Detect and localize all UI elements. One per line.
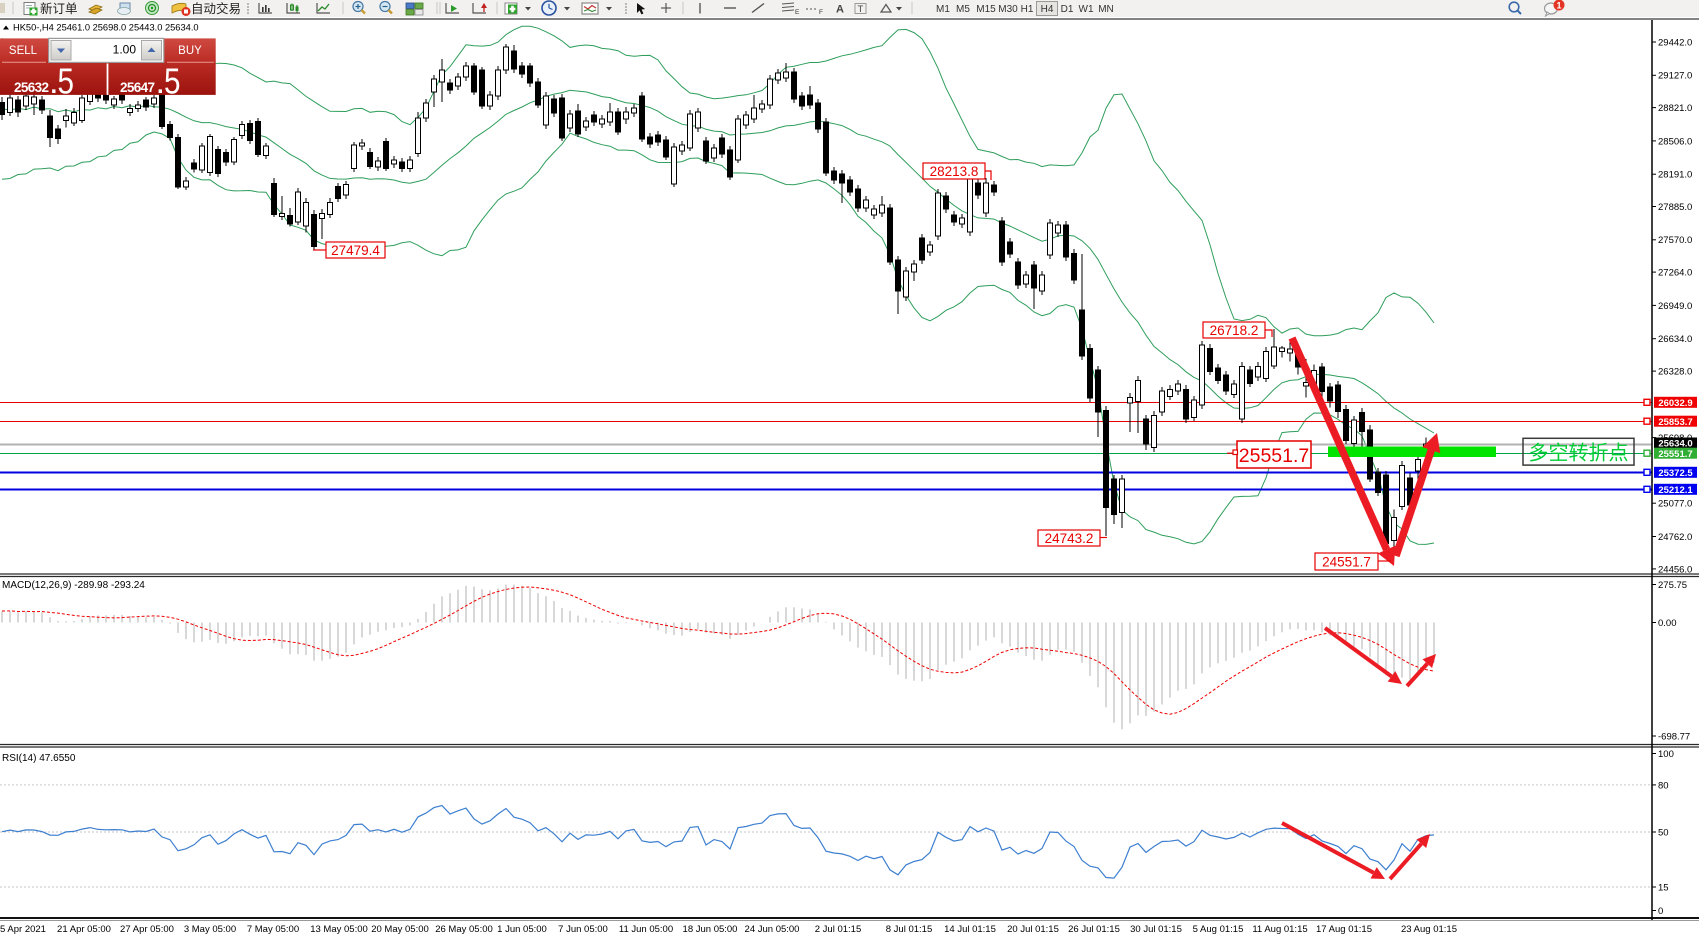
svg-text:M5: M5 — [956, 4, 970, 15]
svg-text:27885.0: 27885.0 — [1658, 202, 1692, 213]
svg-text:100: 100 — [1658, 749, 1674, 760]
svg-text:8 Jul 01:15: 8 Jul 01:15 — [886, 924, 932, 935]
svg-text:24762.0: 24762.0 — [1658, 532, 1692, 543]
svg-text:.: . — [157, 72, 164, 99]
svg-text:26949.0: 26949.0 — [1658, 301, 1692, 312]
svg-text:5 Aug 01:15: 5 Aug 01:15 — [1193, 924, 1244, 935]
svg-text:25634.0: 25634.0 — [1658, 439, 1692, 450]
svg-text:26032.9: 26032.9 — [1658, 398, 1692, 409]
svg-text:E: E — [795, 9, 800, 16]
svg-text:多空转折点: 多空转折点 — [1529, 442, 1629, 465]
svg-text:MACD(12,26,9) -289.98 -293.24: MACD(12,26,9) -289.98 -293.24 — [2, 580, 145, 591]
svg-text:27479.4: 27479.4 — [331, 243, 380, 258]
svg-text:H4: H4 — [1041, 4, 1054, 15]
svg-text:5: 5 — [164, 61, 181, 102]
svg-text:25077.0: 25077.0 — [1658, 499, 1692, 510]
svg-text:5: 5 — [58, 61, 75, 102]
svg-text:HK50-,H4 25461.0 25698.0 2544: HK50-,H4 25461.0 25698.0 25443.0 25634.0 — [13, 23, 199, 33]
svg-text:.: . — [51, 72, 58, 99]
svg-text:F: F — [819, 9, 823, 16]
svg-text:1 Jun 05:00: 1 Jun 05:00 — [497, 924, 547, 935]
svg-text:18 Jun 05:00: 18 Jun 05:00 — [683, 924, 738, 935]
svg-text:W1: W1 — [1079, 4, 1094, 15]
svg-text:26718.2: 26718.2 — [1210, 323, 1259, 338]
svg-text:7 May 05:00: 7 May 05:00 — [247, 924, 299, 935]
svg-text:T: T — [858, 4, 864, 15]
svg-text:27570.0: 27570.0 — [1658, 235, 1692, 246]
svg-text:RSI(14) 47.6550: RSI(14) 47.6550 — [2, 753, 76, 764]
svg-text:25853.7: 25853.7 — [1658, 417, 1692, 428]
svg-text:A: A — [836, 4, 844, 16]
svg-text:28506.0: 28506.0 — [1658, 136, 1692, 147]
svg-text:30 Jul 01:15: 30 Jul 01:15 — [1130, 924, 1182, 935]
svg-text:25632: 25632 — [14, 80, 49, 95]
svg-text:26 Jul 01:15: 26 Jul 01:15 — [1068, 924, 1120, 935]
svg-text:24 Jun 05:00: 24 Jun 05:00 — [745, 924, 800, 935]
svg-text:5 Apr 2021: 5 Apr 2021 — [0, 924, 46, 935]
svg-text:27264.0: 27264.0 — [1658, 268, 1692, 279]
svg-text:14 Jul 01:15: 14 Jul 01:15 — [944, 924, 996, 935]
svg-text:25372.5: 25372.5 — [1658, 468, 1693, 479]
svg-text:3 May 05:00: 3 May 05:00 — [184, 924, 236, 935]
svg-text:26634.0: 26634.0 — [1658, 334, 1692, 345]
svg-text:0.00: 0.00 — [1658, 618, 1677, 629]
svg-text:50: 50 — [1658, 827, 1669, 838]
svg-text:26 May 05:00: 26 May 05:00 — [435, 924, 493, 935]
svg-text:21 Apr 05:00: 21 Apr 05:00 — [57, 924, 111, 935]
svg-text:自动交易: 自动交易 — [191, 1, 241, 16]
svg-text:275.75: 275.75 — [1658, 580, 1687, 591]
svg-text:25212.1: 25212.1 — [1658, 485, 1693, 496]
svg-text:2 Jul 01:15: 2 Jul 01:15 — [815, 924, 861, 935]
svg-text:24551.7: 24551.7 — [1322, 554, 1371, 569]
svg-text:20 Jul 01:15: 20 Jul 01:15 — [1007, 924, 1059, 935]
svg-text:28821.0: 28821.0 — [1658, 103, 1692, 114]
svg-text:80: 80 — [1658, 780, 1669, 791]
svg-text:24456.0: 24456.0 — [1658, 564, 1692, 575]
svg-text:H1: H1 — [1021, 4, 1034, 15]
svg-text:24743.2: 24743.2 — [1045, 531, 1094, 546]
svg-text:20 May 05:00: 20 May 05:00 — [371, 924, 429, 935]
svg-text:25551.7: 25551.7 — [1239, 445, 1310, 467]
svg-text:28213.8: 28213.8 — [930, 164, 979, 179]
svg-text:M15: M15 — [976, 4, 996, 15]
svg-text:27 Apr 05:00: 27 Apr 05:00 — [120, 924, 174, 935]
svg-text:25647: 25647 — [120, 80, 155, 95]
svg-text:MN: MN — [1098, 4, 1114, 15]
svg-text:SELL: SELL — [9, 45, 38, 57]
svg-text:11 Jun 05:00: 11 Jun 05:00 — [619, 924, 673, 935]
svg-text:25551.7: 25551.7 — [1658, 449, 1692, 460]
svg-text:M30: M30 — [998, 4, 1018, 15]
svg-text:15: 15 — [1658, 882, 1669, 893]
svg-text:1: 1 — [1556, 1, 1561, 11]
svg-text:1.00: 1.00 — [113, 43, 137, 57]
svg-text:13 May 05:00: 13 May 05:00 — [310, 924, 368, 935]
svg-text:新订单: 新订单 — [40, 1, 78, 16]
svg-text:26328.0: 26328.0 — [1658, 367, 1692, 378]
svg-text:-698.77: -698.77 — [1658, 731, 1690, 742]
svg-text:29442.0: 29442.0 — [1658, 37, 1692, 48]
svg-text:7 Jun 05:00: 7 Jun 05:00 — [558, 924, 608, 935]
svg-text:28191.0: 28191.0 — [1658, 170, 1692, 181]
svg-text:23 Aug 01:15: 23 Aug 01:15 — [1401, 924, 1457, 935]
svg-text:BUY: BUY — [178, 45, 202, 57]
svg-text:17 Aug 01:15: 17 Aug 01:15 — [1316, 924, 1372, 935]
svg-text:0: 0 — [1658, 906, 1663, 917]
svg-text:D1: D1 — [1061, 4, 1074, 15]
svg-text:29127.0: 29127.0 — [1658, 71, 1692, 82]
svg-text:11 Aug 01:15: 11 Aug 01:15 — [1252, 924, 1307, 935]
svg-text:M1: M1 — [936, 4, 950, 15]
